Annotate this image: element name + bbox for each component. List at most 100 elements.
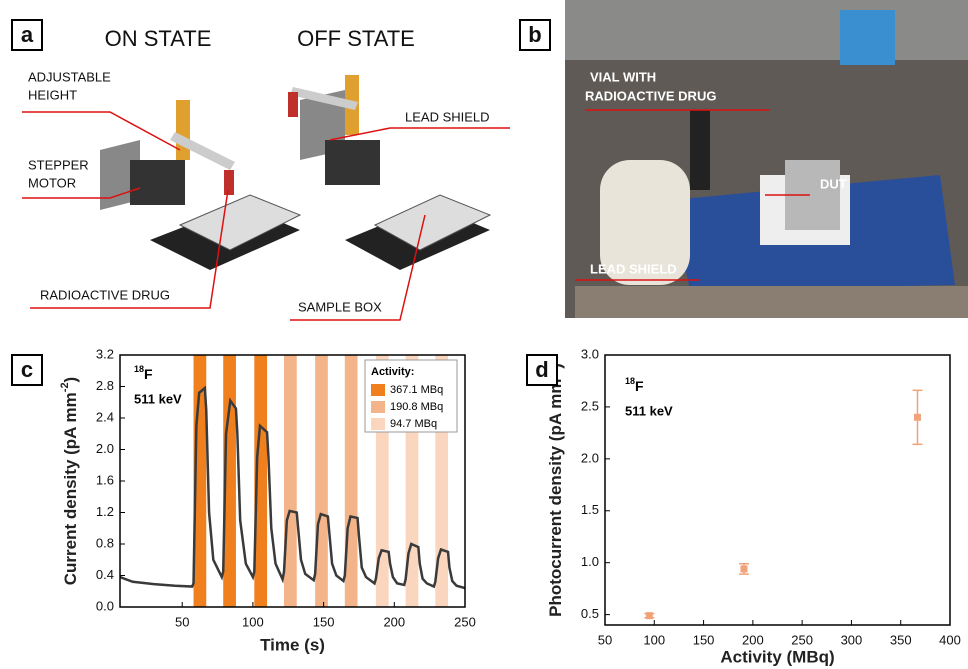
- y-tick-label: 3.0: [581, 346, 599, 361]
- callout-label: DUT: [820, 176, 847, 191]
- annotation-mass: 18: [625, 376, 635, 386]
- y-tick-label: 1.0: [581, 554, 599, 569]
- y-tick-label: 1.2: [96, 504, 114, 519]
- annotation-energy: 511 keV: [134, 391, 182, 406]
- state-title: ON STATE: [105, 26, 212, 51]
- y-tick-label: 0.8: [96, 535, 114, 550]
- legend-label: 190.8 MBq: [390, 401, 443, 413]
- callout-label: ADJUSTABLE: [28, 69, 111, 84]
- x-tick-label: 50: [598, 632, 612, 647]
- y-axis-label-sup: -2: [59, 382, 71, 392]
- panel-letter: c: [21, 357, 33, 382]
- y-tick-label: 0.4: [96, 567, 114, 582]
- x-tick-label: 200: [383, 614, 405, 629]
- panel-letter-box: [519, 19, 551, 51]
- point: [645, 612, 653, 620]
- vial: [288, 92, 298, 117]
- sample-box: [178, 194, 302, 251]
- arm: [170, 132, 235, 170]
- callout-line: [30, 189, 229, 309]
- x-tick-label: 100: [643, 632, 665, 647]
- x-axis-label: Activity (MBq): [720, 647, 834, 666]
- x-tick-label: 400: [939, 632, 961, 647]
- photo-shelf: [565, 0, 968, 60]
- x-tick-label: 350: [890, 632, 912, 647]
- callout-label: RADIOACTIVE DRUG: [40, 287, 170, 302]
- x-tick-label: 250: [454, 614, 476, 629]
- y-axis-label: Current density (pA mm-2): [59, 377, 81, 585]
- pulse-band: [254, 355, 268, 607]
- photo-shield: [600, 160, 690, 285]
- y-tick-label: 2.4: [96, 409, 114, 424]
- legend-swatch: [371, 418, 385, 430]
- callout-label: RADIOACTIVE DRUG: [585, 88, 716, 103]
- panel-letter-box: [11, 354, 43, 386]
- callout-label: VIAL WITH: [590, 69, 656, 84]
- x-tick-label: 100: [242, 614, 264, 629]
- legend-swatch: [371, 384, 385, 396]
- callout-label: LEAD SHIELD: [405, 109, 490, 124]
- photo-motor: [690, 110, 710, 190]
- point: [913, 413, 921, 421]
- callout-label: HEIGHT: [28, 87, 77, 102]
- callout-line: [329, 127, 510, 141]
- stepper-motor: [130, 160, 185, 205]
- pulse-band: [223, 355, 236, 607]
- annotation-isotope: 18F: [625, 376, 644, 393]
- panel-a: a ON STATE OFF STATE ADJUSTABLE HEIGHT S…: [11, 19, 510, 321]
- y-axis-label-text: Photocurrent density (pA mm: [546, 379, 565, 617]
- current-line: [119, 385, 466, 590]
- panel-letter-box: [526, 354, 558, 386]
- y-tick-label: 2.8: [96, 378, 114, 393]
- x-tick-label: 200: [742, 632, 764, 647]
- annotation-energy: 511 keV: [625, 403, 673, 418]
- chart: 50 100 150 200 250 300 350 400 0.5 1.0 1.5 2.0 2.5 3.…: [526, 346, 961, 666]
- callout-label: MOTOR: [28, 175, 76, 190]
- pulse-band: [344, 355, 358, 607]
- state-title: OFF STATE: [297, 26, 415, 51]
- stepper-motor: [325, 140, 380, 185]
- arm: [290, 87, 358, 110]
- photo-cup: [840, 10, 895, 65]
- y-tick-label: 2.5: [581, 398, 599, 413]
- x-tick-label: 300: [841, 632, 863, 647]
- y-axis-label: Photocurrent density (pA mm-2): [544, 363, 566, 617]
- panel-letter: a: [21, 22, 34, 47]
- y-axis-label-end: ): [61, 377, 80, 383]
- y-tick-label: 0.0: [96, 598, 114, 613]
- y-tick-label: 1.6: [96, 472, 114, 487]
- callout-line: [22, 187, 141, 199]
- y-tick-label: 2.0: [96, 441, 114, 456]
- y-tick-label: 0.5: [581, 606, 599, 621]
- callout-label: STEPPER: [28, 157, 89, 172]
- legend-label: 367.1 MBq: [390, 384, 443, 396]
- x-tick-label: 50: [175, 614, 189, 629]
- pulse-band: [284, 355, 297, 607]
- pulse-band: [315, 355, 328, 607]
- callout-label: LEAD SHIELD: [590, 261, 677, 276]
- vial: [224, 170, 234, 195]
- callout-label: SAMPLE BOX: [298, 299, 382, 314]
- y-axis-label-text: Current density (pA mm: [61, 392, 80, 585]
- annotation-mass: 18: [134, 364, 144, 374]
- y-tick-label: 3.2: [96, 346, 114, 361]
- plot-frame: [604, 354, 951, 626]
- annotation-isotope: 18F: [134, 364, 153, 381]
- callout-line: [290, 214, 426, 321]
- x-tick-label: 250: [791, 632, 813, 647]
- photo-table: [575, 286, 968, 318]
- point: [740, 565, 748, 573]
- x-axis-label: Time (s): [260, 635, 325, 654]
- panel-letter: b: [528, 22, 541, 47]
- x-tick-label: 150: [313, 614, 335, 629]
- legend-label: 94.7 MBq: [390, 418, 437, 430]
- panel-b: b VIAL WITH RADIOACTIVE DRUG DUT LEAD SH…: [519, 0, 968, 318]
- sample-box: [373, 194, 492, 251]
- panel-letter-box: [11, 19, 43, 51]
- legend-title: Activity:: [371, 366, 414, 378]
- legend-swatch: [371, 401, 385, 413]
- callout-line: [22, 111, 181, 151]
- chart: Activity: 367.1 MBq 190.8 MBq 94.7 MBq 50 100…: [11, 346, 476, 654]
- panel-letter: d: [535, 357, 548, 382]
